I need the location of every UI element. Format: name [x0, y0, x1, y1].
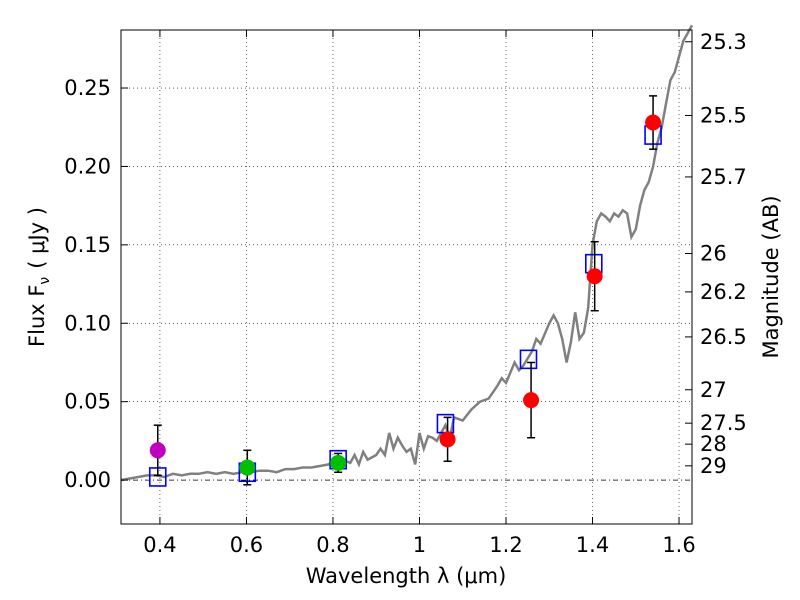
x-tick-label: 1.6	[662, 533, 695, 557]
y-tick-label: 0.05	[64, 390, 111, 414]
observed-point	[330, 454, 347, 471]
y2-tick-label: 26	[700, 241, 727, 265]
y-tick-label: 0.00	[64, 468, 111, 492]
x-tick-label: 1.4	[576, 533, 609, 557]
ticks	[121, 30, 692, 524]
observed-point	[439, 431, 456, 448]
y-tick-label: 0.20	[64, 154, 111, 178]
y2-tick-label: 25.5	[700, 103, 747, 127]
x-tick-label: 0.6	[230, 533, 263, 557]
observed-point	[645, 114, 662, 131]
model-photometry-square	[519, 349, 538, 370]
x-tick-label: 0.4	[143, 533, 176, 557]
y2-tick-label: 29	[700, 454, 727, 478]
y2-tick-label: 26.5	[700, 325, 747, 349]
observed-point	[149, 442, 166, 459]
observed-point	[239, 459, 256, 476]
y2-tick-label: 27.5	[700, 411, 747, 435]
observed-point	[586, 268, 603, 285]
y2-tick-label: 25.7	[700, 165, 747, 189]
y-axis-label-unit: ( μJy )	[25, 207, 49, 269]
y-tick-label: 0.10	[64, 311, 111, 335]
tick-labels: 0.4 0.6 0.8 1 1.2 1.4 1.6 0.00 0.05 0.10 0.15 0.20 0…	[64, 30, 747, 557]
plot-frame	[120, 29, 693, 525]
x-tick-label: 1	[413, 533, 426, 557]
y2-tick-label: 27	[700, 378, 727, 402]
y-tick-label: 0.15	[64, 233, 111, 257]
y2-tick-label: 25.3	[700, 30, 747, 54]
y-axis-label: Flux Fν ( μJy )	[25, 207, 53, 347]
y2-axis-label: Magnitude (AB)	[759, 195, 783, 358]
y-axis-label-sub: ν	[37, 277, 53, 285]
y-axis-label-main: Flux F	[25, 285, 49, 347]
y2-tick-label: 26.2	[700, 280, 747, 304]
y2-tick-label: 28	[700, 432, 727, 456]
x-axis-label: Wavelength λ (μm)	[306, 564, 507, 588]
observed-point	[523, 392, 540, 409]
x-tick-label: 1.2	[489, 533, 522, 557]
observed-points	[149, 114, 662, 476]
x-tick-label: 0.8	[316, 533, 349, 557]
y-tick-label: 0.25	[64, 76, 111, 100]
